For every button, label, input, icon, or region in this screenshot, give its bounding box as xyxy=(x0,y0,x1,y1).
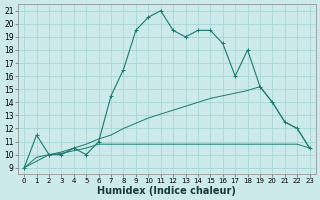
X-axis label: Humidex (Indice chaleur): Humidex (Indice chaleur) xyxy=(98,186,236,196)
